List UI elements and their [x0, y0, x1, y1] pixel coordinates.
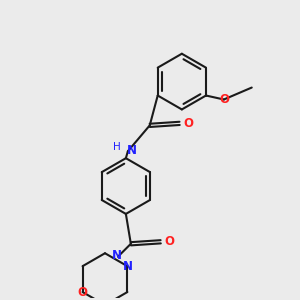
Text: O: O — [219, 93, 229, 106]
Text: O: O — [165, 235, 175, 248]
Text: H: H — [113, 142, 121, 152]
Text: N: N — [127, 144, 137, 157]
Text: N: N — [122, 260, 132, 273]
Text: O: O — [78, 286, 88, 298]
Text: O: O — [184, 117, 194, 130]
Text: N: N — [112, 249, 122, 262]
